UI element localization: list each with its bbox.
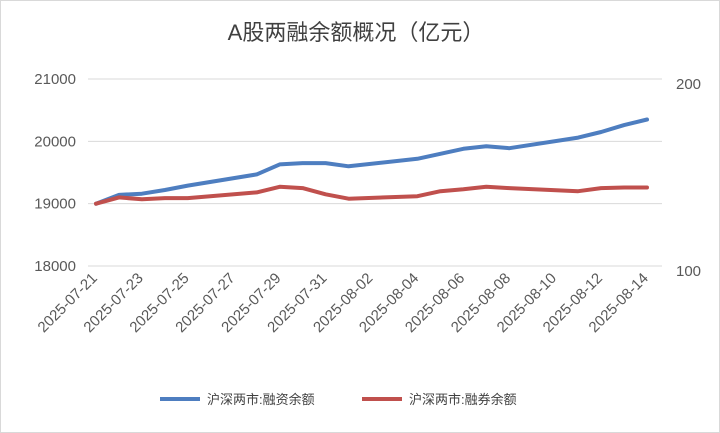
data-point (622, 185, 626, 189)
data-point (324, 161, 328, 165)
data-point (415, 194, 419, 198)
data-point (347, 164, 351, 168)
data-point (186, 196, 190, 200)
data-point (461, 147, 465, 151)
legend-label-securities-lending: 沪深两市:融券余额 (409, 392, 517, 407)
data-point (576, 136, 580, 140)
x-axis: 2025-07-212025-07-232025-07-252025-07-27… (35, 270, 652, 336)
data-point (324, 192, 328, 196)
data-point (301, 186, 305, 190)
data-point (599, 130, 603, 134)
data-point (163, 196, 167, 200)
data-point (415, 157, 419, 161)
data-point (507, 146, 511, 150)
data-point (140, 192, 144, 196)
data-point (507, 186, 511, 190)
data-point (645, 118, 649, 122)
data-point (117, 195, 121, 199)
data-point (484, 185, 488, 189)
data-point (461, 187, 465, 191)
legend-label-financing: 沪深两市:融资余额 (207, 392, 315, 407)
chart-title: A股两融余额概况（亿元） (228, 20, 485, 45)
series-line-0 (94, 117, 649, 206)
data-point (278, 162, 282, 166)
y-left-tick-label: 21000 (34, 71, 76, 88)
data-point (622, 123, 626, 127)
data-point (255, 190, 259, 194)
data-point (140, 197, 144, 201)
data-point (94, 202, 98, 206)
series-line-1 (94, 184, 649, 206)
data-point (438, 189, 442, 193)
data-point (576, 189, 580, 193)
data-point (255, 172, 259, 176)
data-point (163, 188, 167, 192)
legend: 沪深两市:融资余额 沪深两市:融券余额 (160, 392, 517, 407)
data-point (645, 185, 649, 189)
gridlines (88, 78, 662, 267)
y-left-tick-label: 20000 (34, 133, 76, 150)
y-left-tick-label: 18000 (34, 258, 76, 275)
series-lines (94, 117, 649, 206)
y-axis-left: 18000 19000 20000 21000 (34, 71, 76, 275)
data-point (186, 184, 190, 188)
data-point (301, 161, 305, 165)
data-point (438, 152, 442, 156)
y-right-tick-label: 200 (676, 76, 701, 93)
y-left-tick-label: 19000 (34, 196, 76, 213)
y-right-tick-label: 100 (676, 263, 701, 280)
data-point (599, 186, 603, 190)
y-axis-right: 200 100 (676, 76, 701, 280)
data-point (278, 185, 282, 189)
data-point (347, 197, 351, 201)
data-point (484, 144, 488, 148)
